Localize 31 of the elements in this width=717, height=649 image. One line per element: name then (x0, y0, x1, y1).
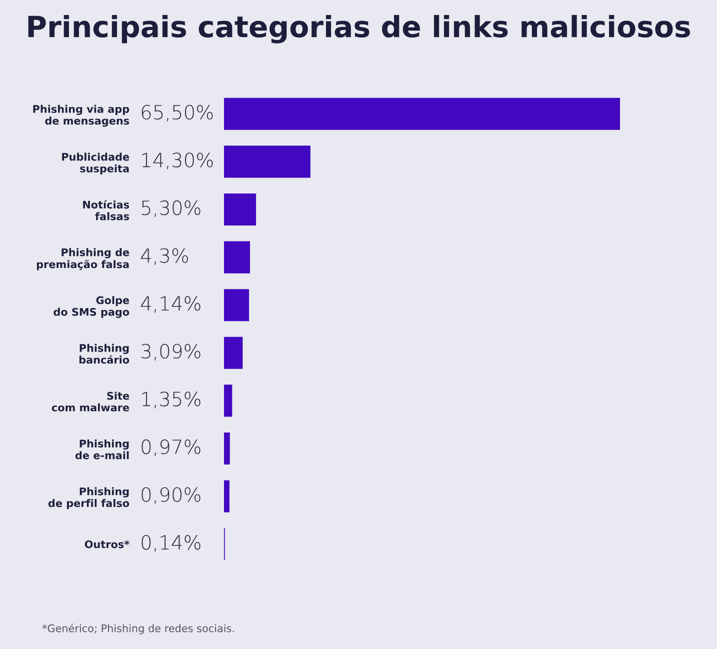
data-label: 3,09% (141, 344, 200, 361)
bar (224, 98, 620, 130)
data-label: 0,97% (142, 439, 200, 456)
text: *Genérico; Phishing de redes sociais. (42, 624, 234, 634)
data-label: 0,14% (142, 535, 200, 552)
data-label: 4,3% (140, 248, 188, 265)
chart-title: Principais categorias de links maliciosos (28, 14, 690, 44)
data-label: 0,90% (142, 487, 200, 504)
bar (224, 384, 232, 417)
bar (224, 241, 250, 274)
y-tick-label: Phishing de premiação falsa (36, 248, 130, 270)
y-tick-label: Phishing de e-mail (75, 439, 129, 460)
data-label: 65,50% (142, 104, 213, 122)
y-tick-label: Golpe do SMS pago (54, 296, 130, 318)
data-label: 4,14% (140, 296, 200, 313)
y-tick-label: Site com malware (52, 392, 130, 412)
bar (224, 193, 256, 226)
data-label: 5,30% (142, 200, 200, 218)
y-tick-label: Phishing de perfil falso (48, 487, 130, 510)
y-tick-label: Notícias falsas (83, 200, 130, 220)
data-label: 14,30% (142, 152, 213, 170)
bar (224, 432, 230, 465)
y-tick-label: Phishing via app de mensagens (33, 104, 130, 127)
bar (224, 480, 230, 512)
bar (224, 146, 310, 178)
data-label: 1,35% (142, 392, 200, 408)
bar (224, 289, 250, 322)
y-tick-label: Publicidade suspeita (62, 152, 130, 174)
y-tick-label: Outros* (84, 540, 130, 548)
bar (224, 336, 243, 369)
y-tick-label: Phishing bancário (79, 344, 130, 364)
